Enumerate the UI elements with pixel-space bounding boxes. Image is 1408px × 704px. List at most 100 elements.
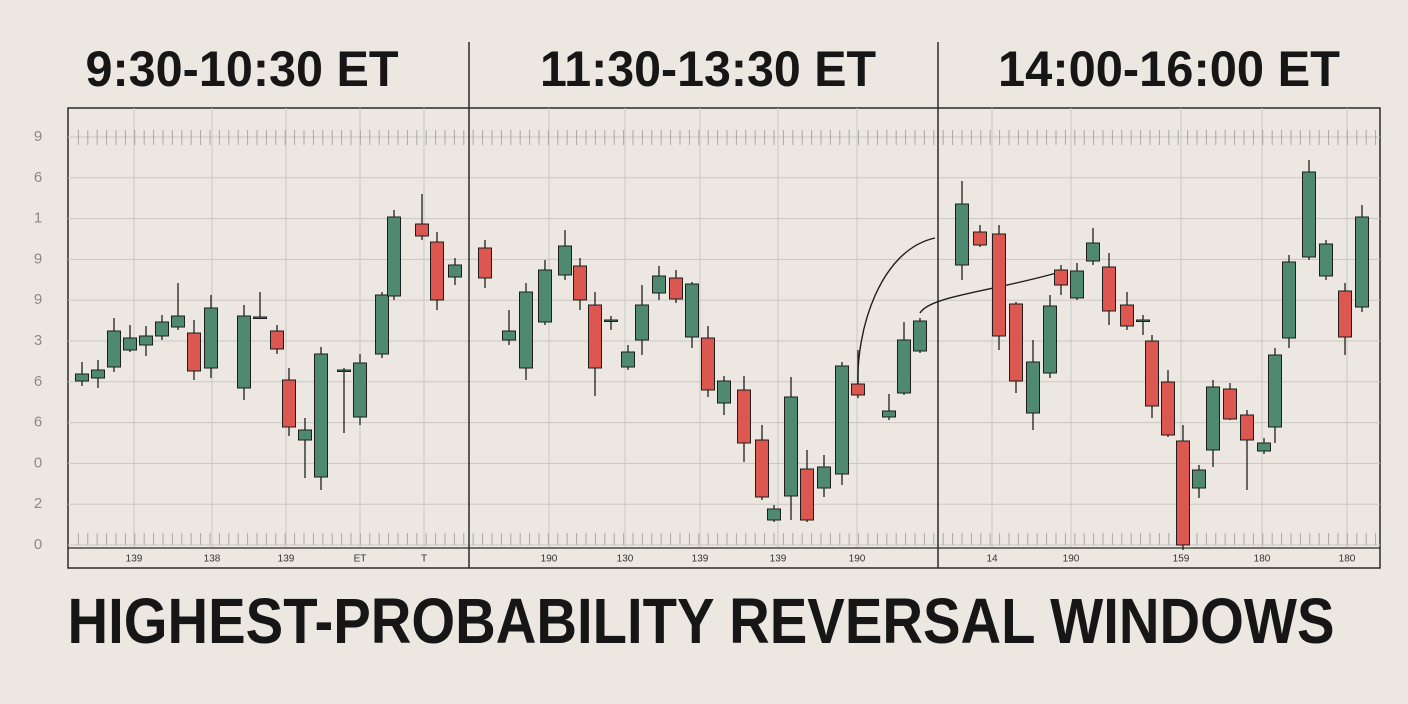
- candle-body: [204, 307, 218, 369]
- candle-body: [502, 330, 516, 341]
- y-tick-label: 9: [34, 128, 42, 145]
- x-tick-label: 190: [849, 554, 866, 565]
- candle-body: [1086, 242, 1100, 262]
- candle-body: [1192, 469, 1206, 489]
- candle-body: [737, 389, 751, 444]
- y-tick-label: 0: [34, 536, 42, 553]
- candle-body: [755, 439, 769, 498]
- candle-body: [1070, 270, 1084, 299]
- x-tick-label: 159: [1173, 554, 1190, 565]
- candle-body: [171, 315, 185, 328]
- candle-body: [652, 275, 666, 294]
- candle-body: [701, 337, 715, 391]
- candle-body: [1223, 388, 1237, 420]
- candle-body: [155, 321, 169, 337]
- candle-body: [478, 247, 492, 279]
- candle-body: [1176, 440, 1190, 546]
- candle-body: [91, 369, 105, 379]
- candle-body: [270, 330, 284, 350]
- candle-body: [1102, 266, 1116, 312]
- candle-body: [187, 332, 201, 372]
- x-tick-label: 139: [278, 554, 295, 565]
- candle-body: [282, 379, 296, 428]
- x-tick-label: 14: [986, 554, 998, 565]
- candle-body: [573, 265, 587, 301]
- candle-body: [253, 316, 267, 319]
- candle-body: [430, 241, 444, 301]
- y-tick-label: 0: [34, 454, 42, 471]
- candle-body: [882, 410, 896, 418]
- candle-body: [897, 339, 911, 394]
- candle-body: [123, 337, 137, 351]
- candle-body: [1043, 305, 1057, 374]
- x-tick-label: 139: [692, 554, 709, 565]
- minor-tick-strip: [72, 533, 1377, 545]
- candle-body: [835, 365, 849, 475]
- x-tick-label: T: [421, 554, 427, 565]
- candle-body: [992, 233, 1006, 337]
- candle-body: [1120, 304, 1134, 327]
- candle-body: [1161, 381, 1175, 436]
- candle-body: [604, 319, 618, 322]
- candle-body: [1206, 386, 1220, 451]
- candle-body: [913, 320, 927, 352]
- y-tick-label: 6: [34, 373, 42, 390]
- candle-body: [448, 264, 462, 278]
- candle-body: [1145, 340, 1159, 407]
- candle-body: [784, 396, 798, 497]
- window-label: 9:30-10:30 ET: [86, 41, 399, 97]
- plot-frame: [67, 107, 1381, 569]
- candles: [75, 160, 1369, 550]
- candle-body: [1026, 361, 1040, 414]
- candle-body: [635, 304, 649, 341]
- annotation-curve: [919, 271, 1061, 314]
- candle-body: [415, 223, 429, 237]
- window-label: 14:00-16:00 ET: [998, 41, 1340, 97]
- x-tick-label: 130: [617, 554, 634, 565]
- candle-body: [1319, 243, 1333, 277]
- candle-body: [314, 353, 328, 478]
- candle-body: [75, 373, 89, 382]
- chart-title: HIGHEST-PROBABILITY REVERSAL WINDOWS: [68, 585, 1335, 657]
- x-tick-label: 190: [1063, 554, 1080, 565]
- x-tick-label: ET: [354, 554, 367, 565]
- x-tick-label: 180: [1339, 554, 1356, 565]
- candle-body: [1240, 414, 1254, 441]
- y-tick-label: 1: [34, 210, 42, 227]
- candle-body: [685, 283, 699, 338]
- annotation-curve: [857, 237, 936, 386]
- candle-body: [298, 429, 312, 441]
- candle-body: [767, 508, 781, 521]
- candle-body: [353, 362, 367, 418]
- x-tick-label: 138: [204, 554, 221, 565]
- candle-body: [1355, 216, 1369, 308]
- candle-body: [800, 468, 814, 521]
- candle-body: [1302, 171, 1316, 258]
- candle-body: [237, 315, 251, 389]
- candle-body: [1268, 354, 1282, 428]
- candle-body: [1009, 303, 1023, 382]
- candle-body: [1338, 290, 1352, 338]
- candle-body: [669, 277, 683, 300]
- y-tick-label: 6: [34, 169, 42, 186]
- candle-body: [558, 245, 572, 276]
- x-tick-label: 180: [1254, 554, 1271, 565]
- candle-body: [538, 269, 552, 323]
- candle-body: [817, 466, 831, 489]
- candle-body: [337, 369, 351, 372]
- candle-body: [375, 294, 389, 355]
- candle-body: [1257, 442, 1271, 452]
- candle-body: [387, 216, 401, 297]
- candle-body: [851, 383, 865, 396]
- y-tick-label: 3: [34, 332, 42, 349]
- y-tick-label: 9: [34, 250, 42, 267]
- x-tick-label: 139: [770, 554, 787, 565]
- candle-body: [1282, 261, 1296, 339]
- candle-body: [588, 304, 602, 369]
- candle-body: [955, 203, 969, 266]
- candle-body: [107, 330, 121, 368]
- y-tick-label: 2: [34, 495, 42, 512]
- x-tick-label: 190: [541, 554, 558, 565]
- y-tick-label: 9: [34, 291, 42, 308]
